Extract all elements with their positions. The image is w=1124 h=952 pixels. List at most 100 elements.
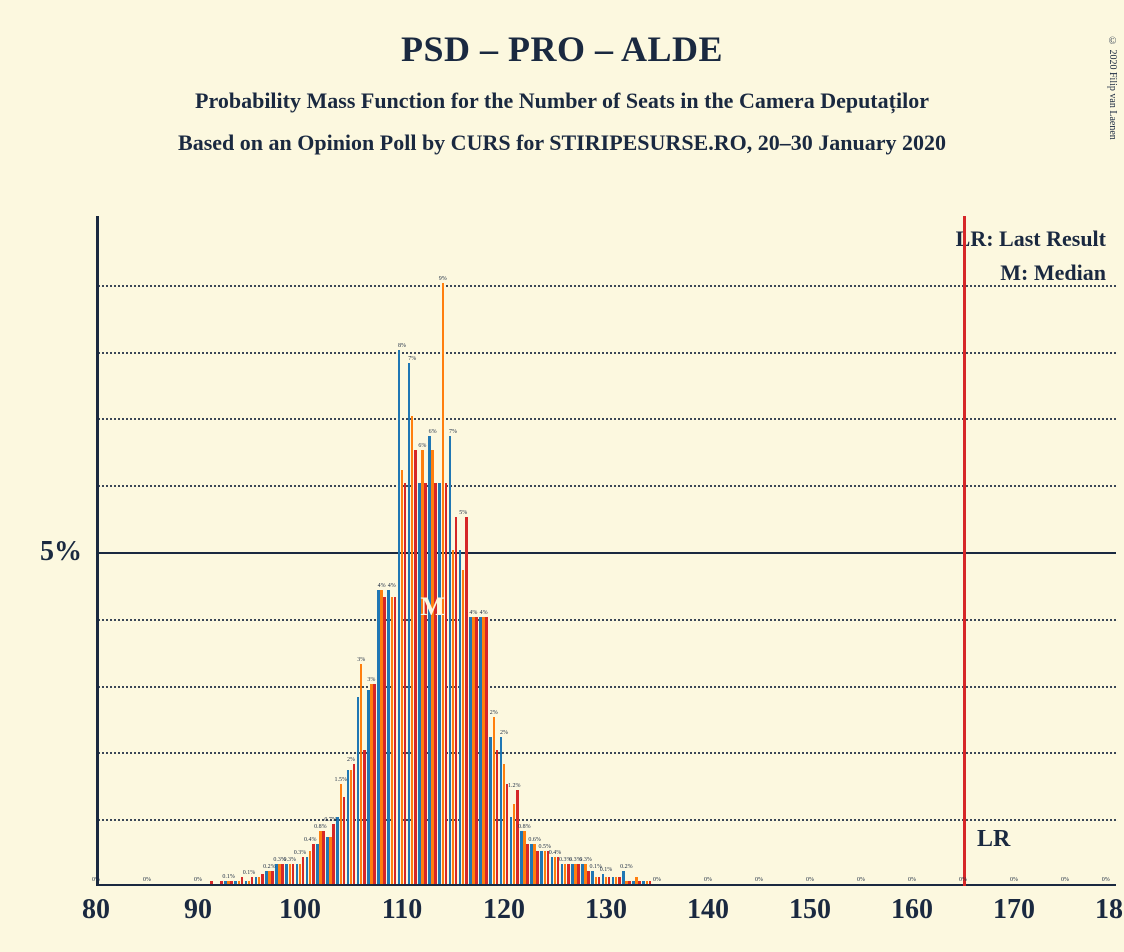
- bar-value-label: 8%: [398, 343, 406, 349]
- bar-value-label: 0.2%: [263, 864, 276, 870]
- x-tick-label: 170: [993, 894, 1035, 926]
- x-tick-label: 110: [382, 894, 422, 926]
- bar-value-label: 0%: [194, 877, 202, 883]
- bar-value-label: 4%: [480, 610, 488, 616]
- bar-value-label: 0.6%: [528, 837, 541, 843]
- bar-value-label: 7%: [408, 356, 416, 362]
- bar-value-label: 0%: [1061, 877, 1069, 883]
- bar-value-label: 6%: [418, 443, 426, 449]
- bar: [383, 597, 386, 884]
- bar-value-label: 0.2%: [620, 864, 633, 870]
- bar-value-label: 2%: [500, 730, 508, 736]
- bar-value-label: 3%: [357, 657, 365, 663]
- x-tick-label: 160: [891, 894, 933, 926]
- bar-value-label: 4%: [388, 583, 396, 589]
- bar: [373, 684, 376, 884]
- bar: [618, 877, 621, 884]
- bar: [281, 864, 284, 884]
- bar-value-label: 3%: [367, 677, 375, 683]
- bar-value-label: 0.1%: [222, 874, 235, 880]
- x-tick-label: 120: [483, 894, 525, 926]
- bar-value-label: 0%: [908, 877, 916, 883]
- x-tick-label: 150: [789, 894, 831, 926]
- bar-value-label: 5%: [459, 510, 467, 516]
- median-label: M: [420, 592, 445, 622]
- bar: [343, 797, 346, 884]
- x-tick-label: 100: [279, 894, 321, 926]
- bar-value-label: 0%: [653, 877, 661, 883]
- bar: [230, 881, 233, 884]
- bar-value-label: 9%: [439, 276, 447, 282]
- bar-value-label: 4%: [378, 583, 386, 589]
- chart-subtitle-2: Based on an Opinion Poll by CURS for STI…: [0, 130, 1124, 156]
- bar: [608, 877, 611, 884]
- bar-value-label: 0%: [92, 877, 100, 883]
- bar: [363, 750, 366, 884]
- bar-value-label: 0%: [704, 877, 712, 883]
- bar-value-label: 0.1%: [243, 870, 256, 876]
- bar: [577, 864, 580, 884]
- x-tick-label: 180: [1095, 894, 1124, 926]
- bar: [638, 881, 641, 884]
- bar: [445, 483, 448, 884]
- bar-value-label: 1.2%: [508, 783, 521, 789]
- bar-value-label: 0.3%: [579, 857, 592, 863]
- bar: [404, 483, 407, 884]
- bar: [465, 517, 468, 884]
- bar: [506, 784, 509, 884]
- y-tick-label: 5%: [40, 536, 82, 568]
- bar-value-label: 1.5%: [335, 777, 348, 783]
- bar: [485, 617, 488, 884]
- bar: [475, 617, 478, 884]
- bar: [414, 450, 417, 884]
- bar-value-label: 0.7%: [324, 817, 337, 823]
- x-tick-label: 140: [687, 894, 729, 926]
- x-tick-label: 80: [82, 894, 110, 926]
- bar: [567, 864, 570, 884]
- copyright-text: © 2020 Filip van Laenen: [1107, 36, 1118, 140]
- bar: [394, 597, 397, 884]
- last-result-label: LR: [977, 826, 1010, 853]
- bar-value-label: 0.3%: [284, 857, 297, 863]
- bar: [302, 857, 305, 884]
- bar: [261, 874, 264, 884]
- bar: [628, 881, 631, 884]
- bar: [434, 483, 437, 884]
- bar: [332, 824, 335, 884]
- bar: [241, 877, 244, 884]
- bar: [220, 881, 223, 884]
- last-result-line: [963, 216, 966, 886]
- x-tick-label: 130: [585, 894, 627, 926]
- bar-value-label: 0.3%: [294, 850, 307, 856]
- bar-value-label: 0%: [143, 877, 151, 883]
- bar-value-label: 0%: [1102, 877, 1110, 883]
- bar-value-label: 0%: [755, 877, 763, 883]
- chart-title: PSD – PRO – ALDE: [0, 28, 1124, 70]
- bar-value-label: 0.5%: [539, 844, 552, 850]
- bar: [496, 750, 499, 884]
- bar: [455, 517, 458, 884]
- bar: [587, 871, 590, 884]
- x-tick-label: 90: [184, 894, 212, 926]
- bar: [353, 764, 356, 884]
- bar-value-label: 7%: [449, 429, 457, 435]
- bar-value-label: 0%: [857, 877, 865, 883]
- bar: [598, 877, 601, 884]
- bar: [424, 483, 427, 884]
- bar-value-label: 0.4%: [549, 850, 562, 856]
- bar: [516, 790, 519, 884]
- bar-value-label: 2%: [347, 757, 355, 763]
- chart-area: 5% 8090100110120130140150160170180 LR: L…: [96, 216, 1116, 886]
- bar: [536, 851, 539, 884]
- bar-value-label: 4%: [469, 610, 477, 616]
- bar: [322, 831, 325, 884]
- bar: [210, 881, 213, 884]
- bar-value-label: 6%: [429, 429, 437, 435]
- bar-value-label: 0.8%: [518, 824, 531, 830]
- bar: [251, 877, 254, 884]
- bar: [649, 881, 652, 884]
- bar-value-label: 2%: [490, 710, 498, 716]
- bar: [292, 864, 295, 884]
- bar-value-label: 0%: [806, 877, 814, 883]
- bar-value-label: 0.4%: [304, 837, 317, 843]
